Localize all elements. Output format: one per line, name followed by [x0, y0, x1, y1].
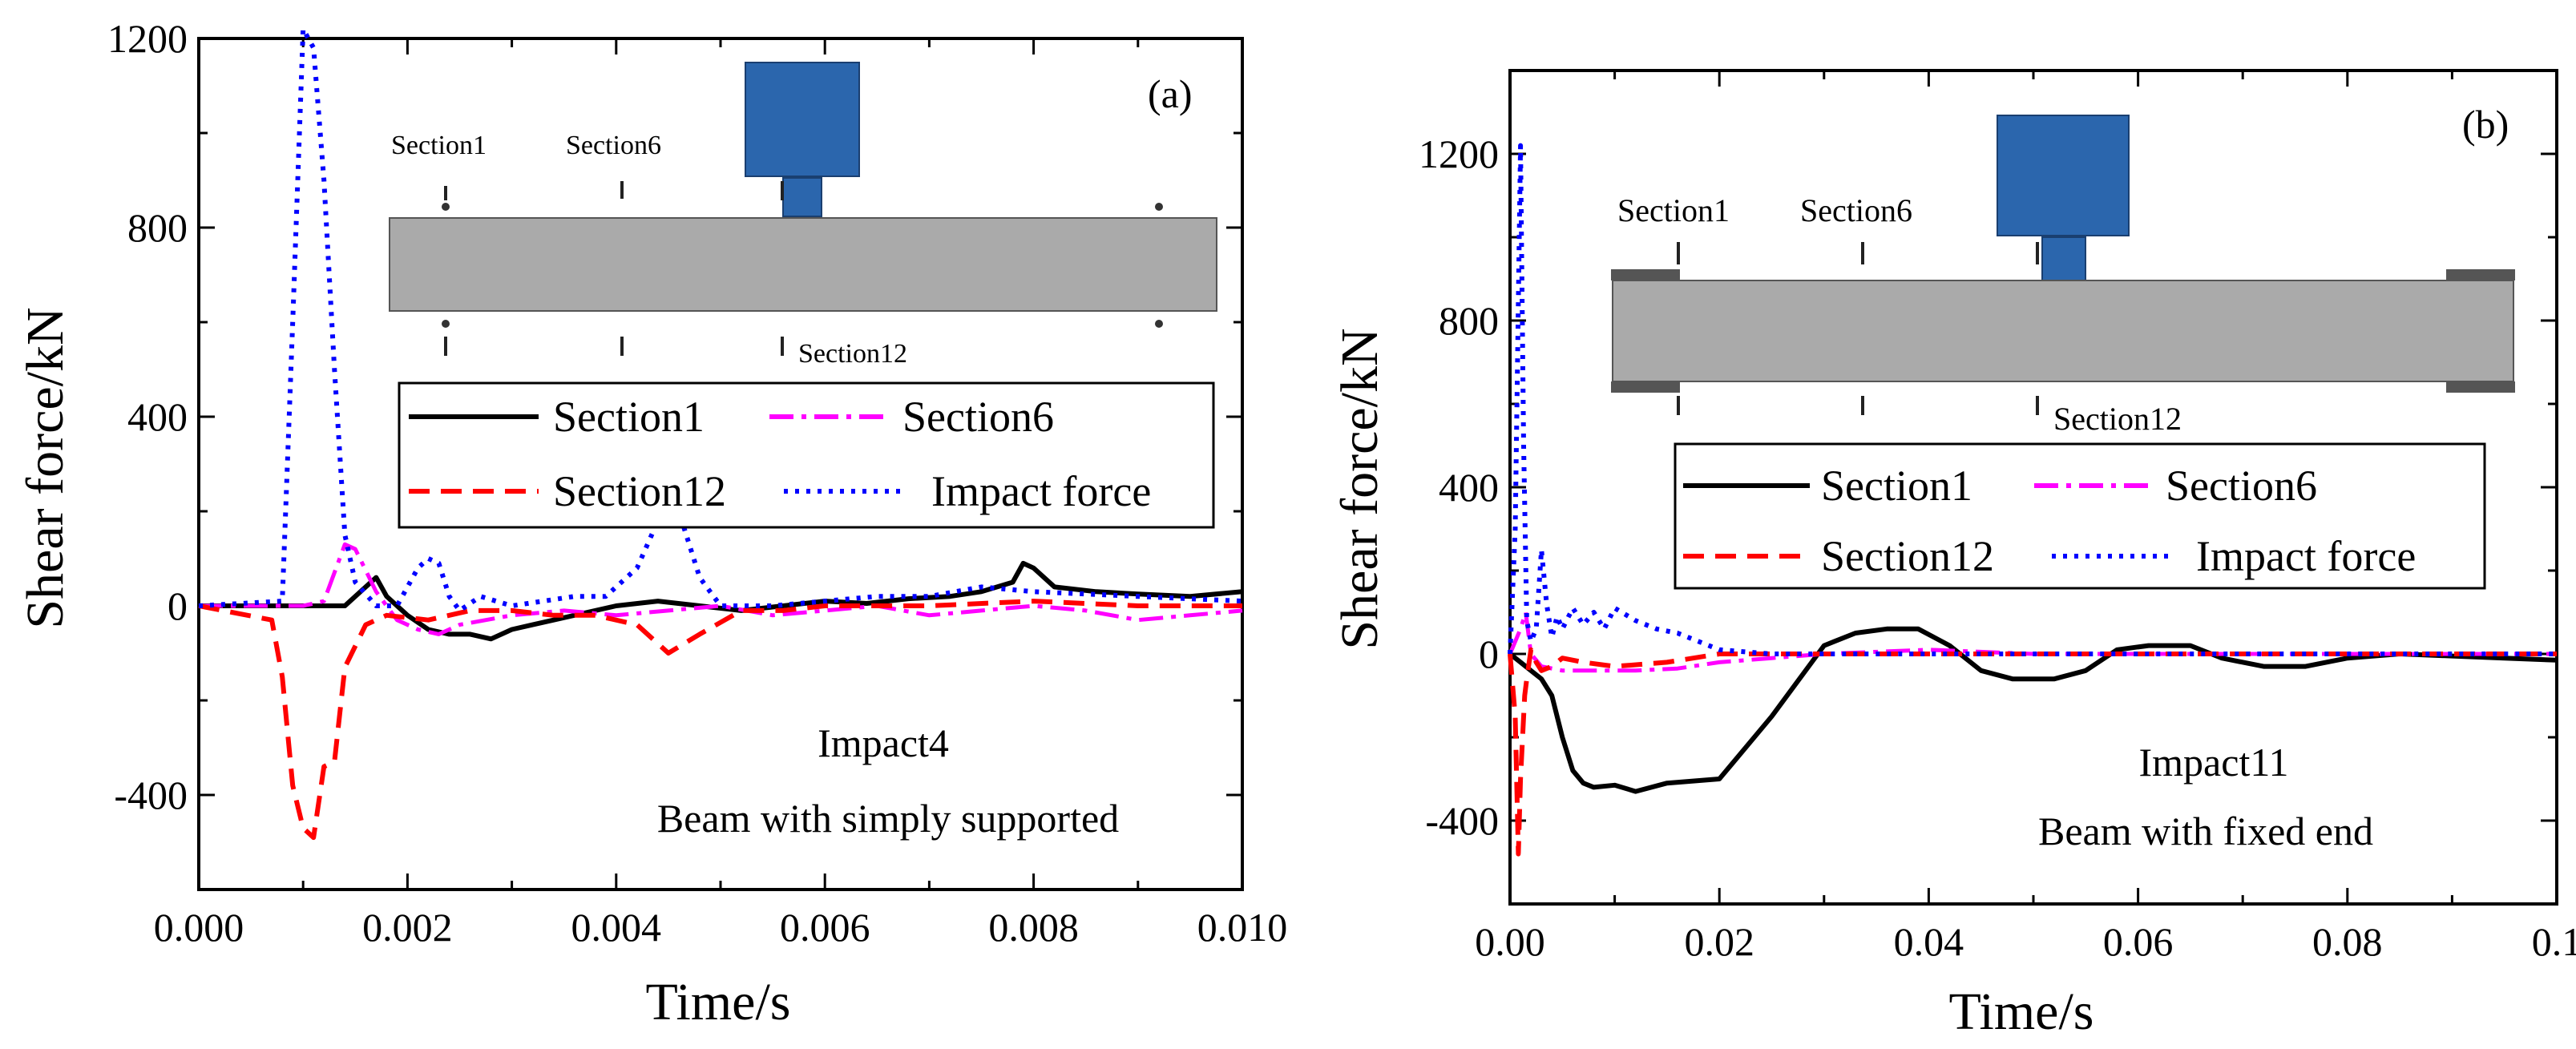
diagram-label-section12-b: Section12	[2053, 401, 2182, 437]
series-line-section1	[1508, 626, 2558, 794]
diagram-label-section1-b: Section1	[1617, 192, 1730, 228]
panel-label-b: (b)	[2462, 102, 2509, 147]
beam-b	[1612, 280, 2514, 382]
diagram-label-section6-b: Section6	[1800, 192, 1912, 228]
x-tick-label: 0.000	[154, 905, 244, 950]
annotation-beam-b: Beam with fixed end	[2038, 809, 2373, 853]
x-axis-title-a: Time/s	[646, 973, 791, 1031]
x-tick-label: 0.010	[1197, 905, 1288, 950]
y-axis-title-b: Shear force/kN	[1330, 328, 1389, 649]
y-tick-label: 800	[127, 205, 188, 250]
impactor-head-b	[2041, 236, 2086, 281]
x-axis-title-b: Time/s	[1949, 982, 2094, 1041]
legend-label-section12-a: Section12	[553, 467, 726, 515]
support-pin-left-bottom	[442, 320, 450, 328]
x-tick-label: 0.00	[1475, 919, 1545, 964]
x-tick-label: 0.004	[571, 905, 662, 950]
tick-labels-b: 0.00 0.02 0.04 0.06 0.08 0.1 -400 0 400 800 1200	[1419, 131, 2576, 964]
annotation-impact-a: Impact4	[818, 720, 949, 765]
y-tick-label: 400	[127, 394, 188, 439]
series-line-section1	[199, 560, 1243, 642]
panel-b: 0.00 0.02 0.04 0.06 0.08 0.1 -400 0 400 800 1200 S…	[1330, 69, 2576, 1041]
x-tick-label: 0.002	[362, 905, 453, 950]
legend-label-section12-b: Section12	[1821, 532, 1994, 580]
legend-label-section6-b: Section6	[2166, 462, 2317, 510]
impactor-head-a	[782, 177, 822, 217]
annotation-impact-b: Impact11	[2139, 740, 2289, 785]
x-tick-label: 0.008	[988, 905, 1079, 950]
tick-marks-a	[197, 37, 1244, 891]
legend-label-section6-a: Section6	[902, 393, 1054, 441]
fixed-support-right-top	[2446, 269, 2515, 280]
y-tick-label: 800	[1439, 298, 1499, 343]
series-line-section6	[199, 542, 1243, 636]
annotation-beam-a: Beam with simply supported	[657, 796, 1119, 841]
y-axis-title-a: Shear force/kN	[16, 307, 75, 628]
series-group-a	[198, 26, 1243, 841]
beam-a	[389, 217, 1217, 312]
legend-label-impact-force-b: Impact force	[2196, 532, 2416, 580]
fixed-support-left-bottom	[1611, 381, 1680, 393]
support-pin-left-top	[442, 203, 450, 211]
y-tick-label: 400	[1439, 465, 1499, 510]
series-line-section6	[1508, 610, 2557, 673]
x-tick-label: 0.1	[2532, 919, 2576, 964]
series-line-section12	[1508, 647, 2557, 857]
legend-box-a	[398, 381, 1215, 529]
legend-label-section1-a: Section1	[553, 393, 705, 441]
x-tick-label: 0.04	[1894, 919, 1964, 964]
diagram-label-section12-a: Section12	[798, 339, 907, 369]
beam-diagram-a: Section1 Section6 Section12	[389, 62, 1217, 369]
series-line-impact-force	[1508, 143, 2557, 656]
beam-diagram-b: Section1 Section6 Section12	[1611, 115, 2515, 437]
tick-marks-b	[1508, 69, 2558, 906]
y-tick-label: 0	[1479, 631, 1499, 676]
legend-b: Section1 Section6 Section12 Impact force	[1674, 442, 2486, 590]
series-line-section12	[198, 599, 1242, 841]
x-tick-label: 0.06	[2103, 919, 2174, 964]
support-pin-right-top	[1155, 203, 1163, 211]
y-tick-label: 1200	[107, 16, 188, 61]
legend-label-impact-force-a: Impact force	[931, 467, 1151, 515]
panel-label-a: (a)	[1148, 71, 1193, 116]
y-tick-label: -400	[1425, 798, 1499, 843]
x-tick-label: 0.08	[2312, 919, 2383, 964]
legend-label-section1-b: Section1	[1821, 462, 1972, 510]
support-pin-right-bottom	[1155, 320, 1163, 328]
legend-a: Section1 Section6 Section12 Impact force	[398, 381, 1215, 529]
diagram-label-section6-a: Section6	[566, 131, 661, 160]
tick-labels-a: 0.000 0.002 0.004 0.006 0.008 0.010 -400 0 400 80…	[107, 16, 1287, 950]
y-tick-label: 0	[168, 583, 188, 628]
x-tick-label: 0.02	[1684, 919, 1754, 964]
panel-a: 0.000 0.002 0.004 0.006 0.008 0.010 -400 0 400 80…	[16, 16, 1287, 1031]
impactor-body-b	[1997, 115, 2130, 236]
diagram-label-section1-a: Section1	[391, 131, 487, 160]
x-tick-label: 0.006	[780, 905, 870, 950]
impactor-body-a	[745, 62, 860, 177]
fixed-support-right-bottom	[2446, 381, 2515, 393]
y-tick-label: 1200	[1419, 131, 1499, 176]
legend-box-b	[1674, 442, 2486, 590]
y-tick-label: -400	[114, 773, 188, 817]
fixed-support-left-top	[1611, 269, 1680, 280]
series-group-b	[1508, 143, 2558, 857]
